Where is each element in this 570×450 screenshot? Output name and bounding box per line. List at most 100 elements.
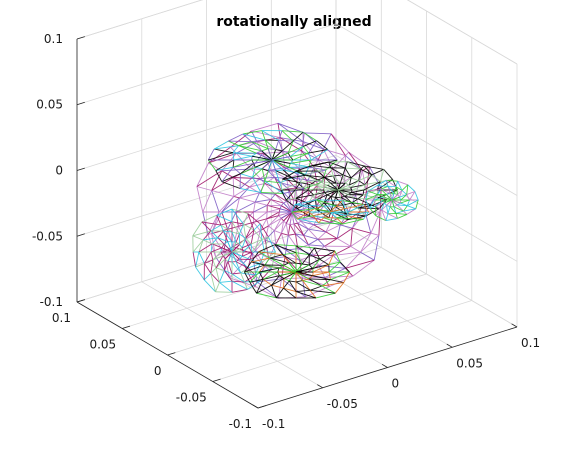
mesh-edge <box>400 194 408 201</box>
mesh-edge <box>348 151 370 167</box>
mesh-edge <box>264 240 270 259</box>
mesh-edge <box>210 224 222 232</box>
mesh-edge <box>250 153 264 170</box>
x-tick-label: 0 <box>392 377 400 391</box>
mesh-edge <box>329 211 337 219</box>
mesh-edge <box>251 139 266 143</box>
mesh-edge <box>401 184 409 191</box>
mesh-edge <box>387 186 391 194</box>
mesh-edge <box>300 220 309 230</box>
mesh-edge <box>244 274 256 283</box>
mesh-edge <box>339 261 350 273</box>
z-tick-label: -0.05 <box>32 229 63 243</box>
mesh-edge <box>244 261 252 273</box>
mesh-edge <box>252 177 262 193</box>
mesh-edge <box>235 152 252 170</box>
mesh-edge <box>342 200 365 206</box>
mesh-edge <box>289 280 297 283</box>
mesh-edge <box>221 197 240 213</box>
mesh-edge <box>292 140 304 147</box>
mesh-edge <box>212 259 217 269</box>
mesh-edge <box>286 197 297 201</box>
mesh-edge <box>196 186 204 213</box>
mesh-edge <box>268 217 282 227</box>
mesh-edge <box>317 238 338 240</box>
mesh-edge <box>252 168 263 178</box>
mesh-edge <box>291 211 298 220</box>
mesh-edge <box>221 243 225 249</box>
mesh-edge <box>391 199 395 208</box>
mesh-edge <box>238 145 262 152</box>
mesh-edge <box>211 190 220 213</box>
mesh-edge <box>239 186 250 199</box>
mesh-edge <box>316 199 337 207</box>
mesh-edge <box>303 234 319 240</box>
mesh-edge <box>347 161 365 167</box>
mesh-edge <box>198 243 213 253</box>
mesh-edge <box>283 278 285 289</box>
mesh-edge <box>342 174 346 184</box>
mesh-edge <box>308 275 313 280</box>
mesh-edge <box>349 177 352 185</box>
mesh-edge <box>280 220 285 234</box>
mesh-edge <box>269 257 284 266</box>
mesh-edge <box>240 173 253 178</box>
mesh-edge <box>280 179 283 191</box>
mesh-edge <box>373 196 384 201</box>
mesh-edge <box>267 204 281 210</box>
mesh-edge <box>271 156 291 161</box>
mesh-edge <box>384 199 393 204</box>
mesh-edge <box>397 213 408 219</box>
mesh-edge <box>369 207 377 216</box>
mesh-edge <box>386 204 391 208</box>
mesh-edge <box>327 149 338 161</box>
mesh-top-rim <box>207 130 338 194</box>
mesh-edge <box>288 187 296 190</box>
mesh-edge <box>308 278 331 281</box>
mesh-edge <box>378 211 381 236</box>
mesh-edge <box>215 170 223 182</box>
mesh-edge <box>264 264 279 269</box>
mesh-edge <box>304 132 324 150</box>
mesh-edge <box>192 251 197 268</box>
mesh-edge <box>317 159 326 178</box>
mesh-edge <box>310 149 328 161</box>
mesh-edge <box>270 169 276 178</box>
mesh-edge <box>283 264 297 273</box>
mesh-edge <box>316 211 319 219</box>
mesh-edge <box>288 145 304 154</box>
mesh-edge <box>278 211 280 216</box>
y-tick-label: -0.05 <box>176 391 207 405</box>
mesh-edge <box>215 267 220 283</box>
mesh-edge <box>289 156 294 161</box>
mesh-edge <box>361 170 367 193</box>
mesh-edge <box>288 271 297 282</box>
mesh-edge <box>295 245 315 249</box>
mesh-edge <box>352 227 372 234</box>
mesh-edge <box>309 254 320 260</box>
mesh-edge <box>308 140 317 154</box>
mesh-edge <box>316 193 324 206</box>
mesh-edge <box>403 210 408 215</box>
mesh-edge <box>294 182 301 191</box>
mesh-edge <box>208 152 237 164</box>
mesh-edge <box>336 215 347 219</box>
mesh-edge <box>303 218 315 226</box>
mesh-edge <box>287 140 294 154</box>
mesh-edge <box>228 133 244 142</box>
mesh-edge <box>238 255 243 260</box>
mesh-edge <box>297 223 305 236</box>
mesh-edge <box>335 197 344 206</box>
mesh-edge <box>329 205 337 213</box>
mesh-edge <box>395 186 403 191</box>
mesh-edge <box>219 280 233 283</box>
mesh-edge <box>224 258 229 262</box>
mesh-edge <box>313 224 327 233</box>
mesh-edge <box>386 189 398 200</box>
mesh-edge <box>370 211 381 234</box>
mesh-edge <box>369 199 375 209</box>
mesh-edge <box>295 267 313 273</box>
mesh-edge <box>375 215 387 222</box>
mesh-edge <box>254 192 260 203</box>
